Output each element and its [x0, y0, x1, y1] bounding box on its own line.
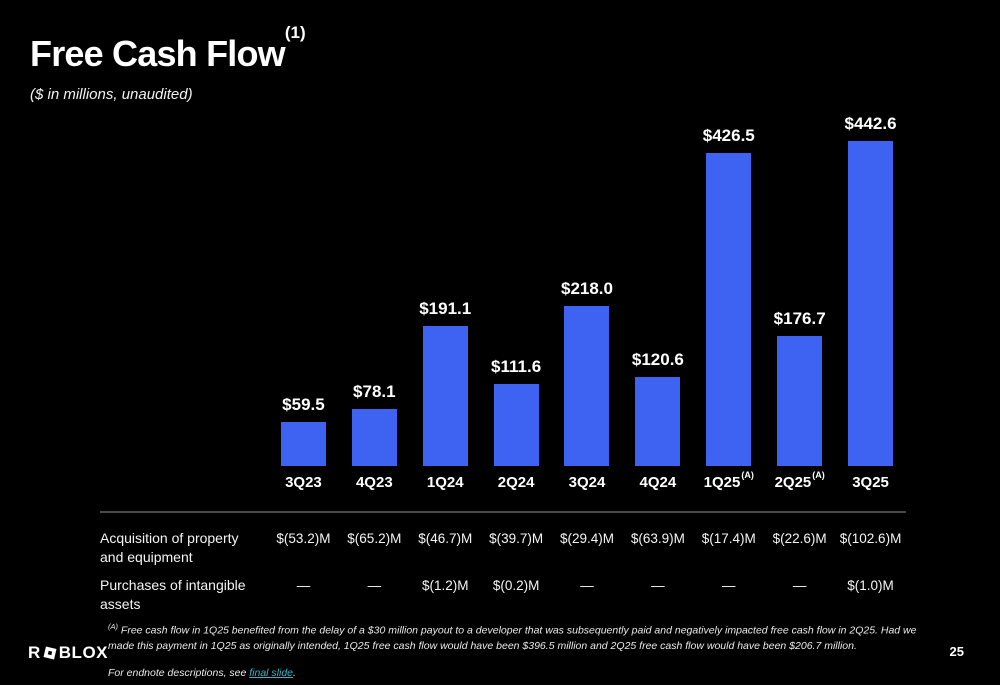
table-cell: $(1.0)M: [847, 577, 894, 593]
slide-header: Free Cash Flow(1) ($ in millions, unaudi…: [30, 24, 306, 103]
x-axis-label: 2Q24: [481, 466, 552, 498]
table-cell: $(22.6)M: [772, 531, 827, 546]
bar-value-label: $111.6: [491, 357, 542, 377]
chart-left-spacer: [100, 114, 268, 498]
title-footnote-marker: (1): [284, 23, 306, 42]
chart-column-4Q23: $78.1 4Q23: [339, 114, 410, 498]
table-cell: $(39.7)M: [489, 531, 544, 546]
x-axis-label: 3Q24: [552, 466, 623, 498]
table-row: Acquisition of property and equipment $(5…: [100, 520, 906, 567]
x-axis-label-text: 1Q24: [426, 473, 464, 491]
chart-column-3Q25: $442.6 3Q25: [835, 114, 906, 498]
bar-2Q25: [777, 336, 823, 466]
chart-column-4Q24: $120.6 4Q24: [622, 114, 693, 498]
table-cell: $(102.6)M: [839, 531, 902, 546]
x-axis-label-text: 2Q24: [497, 473, 535, 491]
endnote-line: For endnote descriptions, see final slid…: [108, 666, 940, 681]
table-row: Purchases of intangible assets — — $(1.2)M $…: [100, 567, 906, 614]
bar-4Q24: [635, 377, 681, 466]
x-axis-label: 2Q25 (A): [764, 466, 835, 498]
chart-table-divider: [100, 511, 906, 513]
table-cell: —: [367, 577, 382, 593]
bar-4Q23: [351, 408, 397, 466]
table-cell: $(53.2)M: [276, 531, 331, 546]
table-cell: $(29.4)M: [559, 531, 614, 546]
table-row-label: Purchases of intangible assets: [100, 576, 246, 612]
table-row-label: Acquisition of property and equipment: [100, 530, 239, 565]
table-cell: $(17.4)M: [701, 531, 756, 546]
x-axis-label-text: 3Q23: [285, 473, 322, 491]
table-cell: $(65.2)M: [347, 531, 402, 546]
bar-1Q25: [706, 152, 752, 466]
footnote-block: (A) Free cash flow in 1Q25 benefited fro…: [108, 622, 940, 681]
x-axis-label-text: 4Q24: [639, 473, 677, 491]
endnote-suffix: .: [293, 666, 296, 679]
chart-and-table: $59.5 3Q23 $78.1 4Q23 $191.1 1Q24 $111.6 2Q24 $2…: [100, 114, 906, 614]
final-slide-link[interactable]: final slide: [249, 666, 294, 679]
chart-column-1Q24: $191.1 1Q24: [410, 114, 481, 498]
subtitle: ($ in millions, unaudited): [30, 86, 193, 103]
capex-table: Acquisition of property and equipment $(5…: [100, 520, 906, 614]
page-title: Free Cash Flow(1): [30, 24, 306, 74]
x-axis-label: 3Q25: [835, 466, 906, 498]
table-cell: $(1.2)M: [421, 577, 469, 593]
bar-value-label: $218.0: [560, 278, 613, 298]
bar-2Q24: [493, 384, 539, 466]
roblox-tilted-square-icon: [43, 646, 57, 660]
page-number: 25: [949, 644, 964, 659]
free-cash-flow-bar-chart: $59.5 3Q23 $78.1 4Q23 $191.1 1Q24 $111.6 2Q24 $2…: [100, 114, 906, 498]
bar-1Q24: [422, 325, 468, 466]
x-axis-label-text: 4Q23: [355, 473, 393, 491]
table-cell: —: [651, 577, 665, 593]
endnote-prefix: For endnote descriptions, see: [108, 666, 250, 679]
x-axis-label: 4Q23: [339, 466, 410, 498]
chart-column-1Q25: $426.5 1Q25 (A): [693, 114, 764, 498]
table-cell: —: [792, 577, 807, 593]
chart-column-2Q25: $176.7 2Q25 (A): [764, 114, 835, 498]
table-cell: —: [296, 577, 311, 593]
bar-3Q25: [848, 141, 894, 466]
x-axis-footnote-marker: (A): [812, 470, 825, 480]
table-cell: $(46.7)M: [418, 531, 473, 546]
table-cell: —: [580, 577, 594, 593]
x-axis-label-text: 3Q24: [568, 473, 606, 491]
bar-value-label: $78.1: [353, 381, 396, 401]
x-axis-footnote-marker: (A): [741, 470, 754, 480]
x-axis-label: 1Q25 (A): [693, 466, 764, 498]
bar-3Q24: [564, 305, 610, 466]
x-axis-label: 3Q23: [268, 466, 339, 498]
bar-value-label: $442.6: [844, 114, 897, 133]
x-axis-label-text: 2Q25: [774, 473, 812, 491]
logo-letter-r: R: [28, 643, 41, 662]
footnote-a: (A) Free cash flow in 1Q25 benefited fro…: [108, 622, 940, 654]
chart-column-2Q24: $111.6 2Q24: [481, 114, 552, 498]
bar-value-label: $176.7: [773, 309, 826, 329]
x-axis-label: 4Q24: [622, 466, 693, 498]
chart-column-3Q23: $59.5 3Q23: [268, 114, 339, 498]
logo-letters-blox: BLOX: [58, 643, 109, 662]
x-axis-label-text: 3Q25: [852, 473, 889, 491]
roblox-logo: R BLOX: [28, 643, 108, 663]
x-axis-label-text: 1Q25: [703, 473, 741, 491]
table-cell: $(63.9)M: [630, 531, 685, 546]
x-axis-label: 1Q24: [410, 466, 481, 498]
chart-column-3Q24: $218.0 3Q24: [552, 114, 623, 498]
bar-value-label: $120.6: [631, 350, 684, 370]
bar-value-label: $191.1: [419, 298, 472, 318]
bar-value-label: $59.5: [282, 395, 325, 415]
page-title-text: Free Cash Flow: [30, 33, 286, 74]
footnote-a-text: Free cash flow in 1Q25 benefited from th…: [108, 624, 917, 652]
table-cell: $(0.2)M: [492, 577, 540, 593]
bar-3Q23: [280, 422, 326, 466]
footnote-a-marker: (A): [108, 622, 118, 631]
table-cell: —: [722, 577, 736, 593]
bar-value-label: $426.5: [702, 125, 755, 145]
